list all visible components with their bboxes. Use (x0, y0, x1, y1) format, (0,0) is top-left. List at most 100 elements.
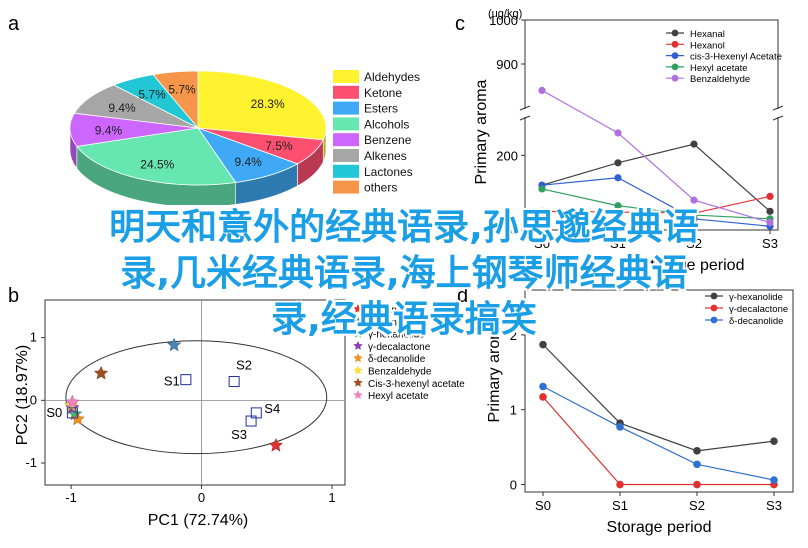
c-series-point-4-1 (614, 129, 622, 137)
panel-c: c (ug/kg) 0 200 900 1000 S0 S1 S2 S3 Hexanal Hex… (430, 0, 808, 280)
pie-slice-alcohols (76, 127, 237, 186)
d-legend-marker-2 (710, 316, 718, 324)
pie-legend-swatch-benzene (333, 133, 359, 147)
c-legend-label-3: Hexyl acetate (690, 63, 748, 74)
c-break-mark-0 (519, 105, 531, 111)
d-series-point-1-1 (616, 480, 624, 489)
c-break-gap-right (774, 109, 782, 117)
c-series-line-2 (541, 177, 771, 227)
c-series-point-4-2 (690, 196, 698, 204)
d-series-line-2 (542, 385, 775, 481)
b-y-tick-label: -1 (25, 455, 37, 470)
b-sample-label-s3: S3 (231, 427, 247, 442)
d-series-point-2-0 (539, 382, 547, 391)
c-x-tick-label: S3 (762, 236, 778, 251)
d-series-point-1-2 (693, 480, 701, 489)
overlay-line-2: 录,几米经典语录,海上钢琴师经典语 (120, 253, 688, 294)
b-legend-star-0 (353, 304, 363, 313)
b-sample-label-s0: S0 (46, 405, 62, 420)
c-legend-label-4: Benzaldehyde (690, 74, 750, 85)
d-y-tick-label: 0 (510, 478, 517, 493)
c-series-point-3-1 (614, 202, 622, 210)
c-series-line-0 (541, 143, 771, 212)
pie-legend-swatch-lactones (333, 164, 359, 178)
d-series-point-0-2 (693, 447, 701, 455)
overlay-line-3: 录,经典语录搞笑 (271, 299, 537, 340)
b-sample-marker-s0 (66, 407, 78, 419)
d-y-tick-label: 2 (510, 328, 517, 343)
b-variable-cis-3-hexenyl-acetate (93, 365, 109, 380)
overlay-caption: 明天和意外的经典语录,孙思邈经典语 录,几米经典语录,海上钢琴师经典语 录,经典… (0, 205, 808, 343)
b-sample-label-s1: S1 (164, 374, 180, 389)
pie-label-aldehydes: 28.3% (251, 97, 285, 111)
c-x-tick-label: S0 (534, 236, 550, 251)
pie-legend-swatch-others (333, 180, 359, 194)
c-legend-marker-1 (671, 40, 679, 48)
panel-d-letter: d (457, 285, 468, 307)
d-x-tick-label: S2 (689, 498, 705, 513)
d-x-tick-label: S0 (535, 498, 551, 513)
b-variable-hexyl-acetate (65, 394, 80, 409)
c-y-tick-label: 900 (496, 57, 518, 72)
pie-legend-swatch-alcohols (333, 117, 359, 131)
b-legend-label-6: Cis-3-hexenyl acetate (368, 379, 465, 390)
b-plot-frame (44, 299, 346, 486)
pie-legend-swatch-ketone (333, 85, 359, 99)
pie-legend-label-aldehydes: Aldehydes (364, 70, 420, 84)
c-series-line-3 (541, 188, 771, 220)
pie-legend-swatch-esters (333, 101, 359, 115)
pie-legend-label-esters: Esters (364, 102, 398, 116)
c-series-point-1-3 (766, 192, 774, 200)
b-sample-marker-s1 (180, 374, 192, 386)
pie-label-others: 5.7% (168, 83, 196, 97)
b-variable-hexanal (166, 337, 182, 352)
c-series-point-2-1 (614, 174, 622, 182)
b-legend-label-4: δ-decanolide (368, 354, 426, 365)
pie-slice-aldehydes (197, 70, 327, 141)
d-legend-label-0: γ-hexanolide (729, 292, 783, 303)
b-y-tick-label: 1 (30, 330, 37, 345)
b-x-tick-label: -1 (65, 490, 77, 505)
d-series-point-2-3 (770, 476, 778, 484)
b-x-tick-label: 1 (328, 490, 335, 505)
b-y-tick-label: 0 (30, 392, 37, 407)
b-legend-label-1: Hexanal (368, 317, 405, 328)
b-variable--decanolide (70, 411, 85, 426)
panel-b: b -1 0 1 -1 0 1 S0 S1 S2 S3 S4 Hexanol Hexanal γ-he… (0, 280, 500, 543)
c-series-point-1-0 (538, 207, 546, 215)
b-sample-label-s2: S2 (236, 358, 252, 373)
d-legend-label-1: γ-decalactone (729, 304, 788, 315)
c-legend-label-0: Hexanal (690, 29, 725, 40)
pie-slice-benzene (69, 112, 199, 147)
pie-slice-alkenes (73, 84, 199, 129)
b-legend-label-7: Hexyl acetate (368, 391, 429, 402)
c-legend-marker-3 (671, 63, 679, 71)
pie-chart-a: a 28.3%7.5%9.4%24.5%9.4%9.4%5.7% 5.7% Ald… (8, 13, 420, 208)
pie-label-benzene: 9.4% (95, 123, 123, 137)
b-sample-marker-s4 (250, 407, 262, 419)
b-legend-label-5: Benzaldehyde (368, 367, 432, 378)
d-series-point-1-0 (539, 393, 547, 401)
c-x-tick-label: S1 (610, 236, 626, 251)
pie-slice-others (152, 70, 199, 130)
c-break-mark-3 (772, 115, 784, 121)
c-series-point-4-3 (766, 218, 774, 227)
d-legend-marker-0 (710, 292, 718, 300)
pie-legend-label-lactones: Lactones (364, 165, 413, 179)
c-series-point-3-0 (538, 185, 546, 193)
b-legend-star-3 (353, 340, 363, 350)
c-y-unit: (ug/kg) (488, 8, 522, 20)
c-legend-marker-4 (671, 74, 679, 82)
pie-legend-label-alcohols: Alcohols (364, 117, 409, 131)
d-legend-label-2: δ-decanolide (729, 316, 783, 327)
d-series-point-2-1 (616, 423, 624, 431)
c-legend-marker-2 (671, 52, 679, 59)
b-legend-star-5 (353, 365, 363, 375)
line-chart-d: d 0 1 2 S0 S1 S2 S3 γ-hexanolideγ-decalactoneδ… (457, 285, 794, 536)
pie-label-esters: 9.4% (234, 155, 262, 169)
c-x-tick-label: S2 (686, 236, 702, 251)
c-y-tick-label: 200 (496, 148, 518, 163)
pie-legend-label-others: others (364, 181, 397, 195)
